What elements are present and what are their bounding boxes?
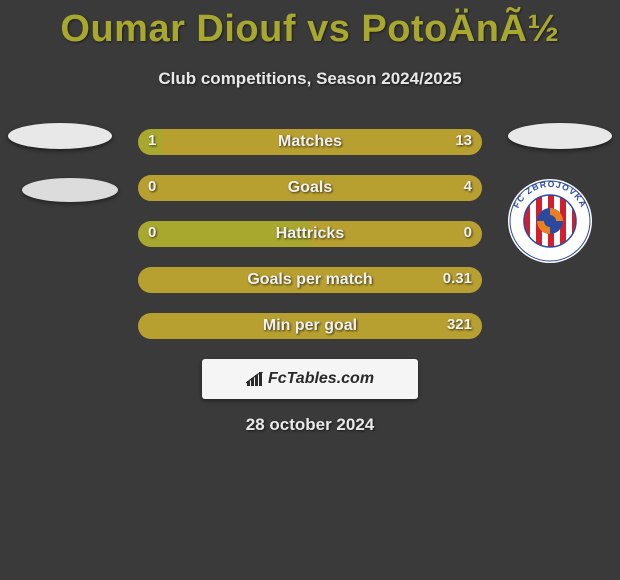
brand-chart-icon xyxy=(246,372,264,386)
stat-row: Matches 1 13 xyxy=(0,129,620,157)
stat-label: Min per goal xyxy=(263,317,357,335)
stat-value-right: 0 xyxy=(464,224,472,241)
stat-value-right: 0.31 xyxy=(443,270,472,287)
brand-box[interactable]: FcTables.com xyxy=(202,359,418,399)
stat-value-left: 0 xyxy=(148,224,156,241)
stat-bar: Goals xyxy=(138,175,482,201)
stat-label: Goals xyxy=(288,179,332,197)
stat-bar: Matches xyxy=(138,129,482,155)
stats-area: Matches 1 13 Goals 0 4 Hattricks 0 0 Goals per ma… xyxy=(0,129,620,341)
stat-row: Min per goal 321 xyxy=(0,313,620,341)
stat-value-right: 4 xyxy=(464,178,472,195)
stat-value-right: 321 xyxy=(447,316,472,333)
date-label: 28 october 2024 xyxy=(0,415,620,435)
stat-label: Matches xyxy=(278,133,342,151)
stat-bar: Min per goal xyxy=(138,313,482,339)
stat-value-left: 1 xyxy=(148,132,156,149)
stat-bar: Goals per match xyxy=(138,267,482,293)
stat-row: Goals per match 0.31 xyxy=(0,267,620,295)
stat-bar: Hattricks xyxy=(138,221,482,247)
stat-row: Goals 0 4 xyxy=(0,175,620,203)
stat-label: Goals per match xyxy=(247,271,372,289)
stat-label: Hattricks xyxy=(276,225,344,243)
subtitle: Club competitions, Season 2024/2025 xyxy=(0,69,620,89)
stat-row: Hattricks 0 0 xyxy=(0,221,620,249)
stat-value-left: 0 xyxy=(148,178,156,195)
stat-value-right: 13 xyxy=(455,132,472,149)
brand-label: FcTables.com xyxy=(268,370,374,388)
page-title: Oumar Diouf vs PotoÄnÃ½ xyxy=(0,0,620,51)
